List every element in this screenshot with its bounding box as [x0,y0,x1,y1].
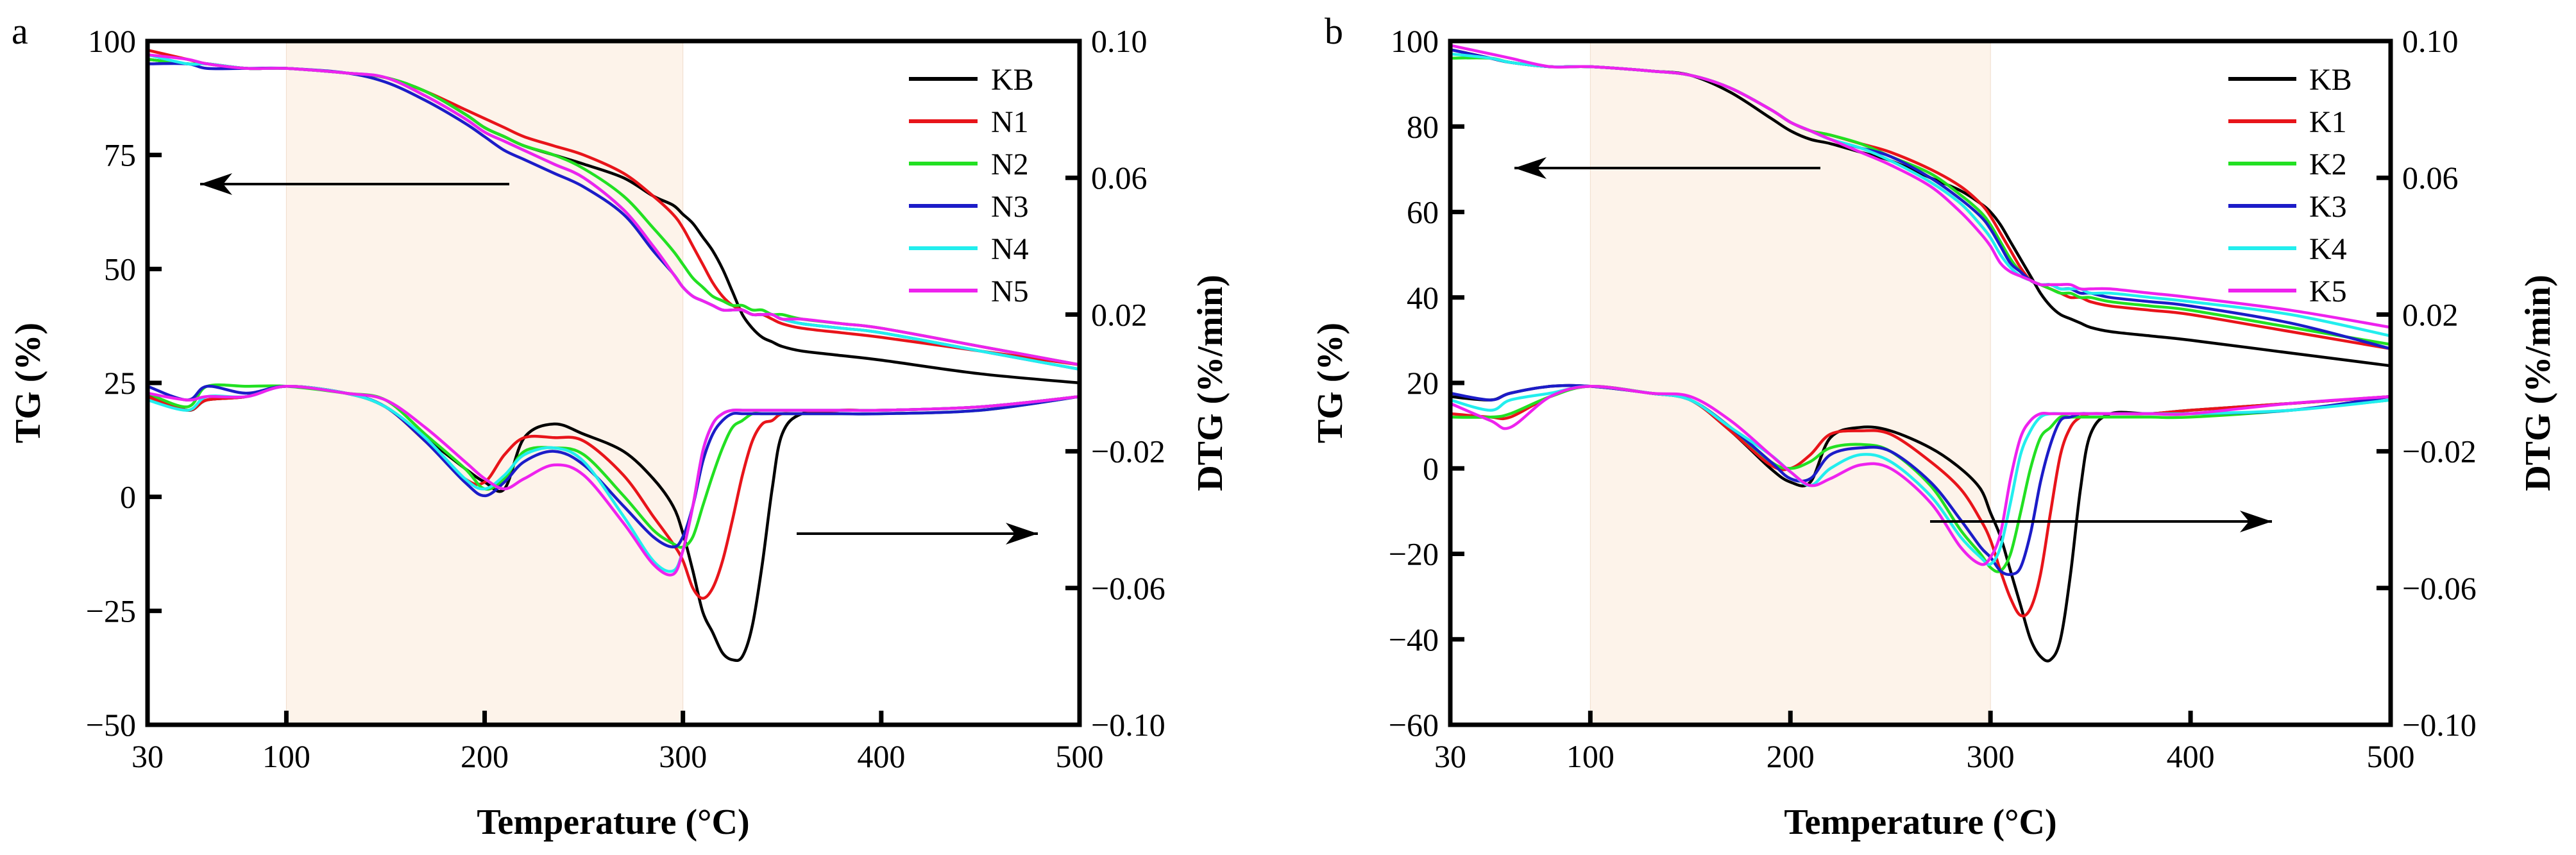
x-tick-label: 200 [461,738,509,774]
x-tick-label: 300 [659,738,707,774]
y2-tick-label: −0.02 [1091,434,1165,470]
legend-label-N1: N1 [991,105,1029,139]
legend-label-N4: N4 [991,232,1029,266]
x-tick-label: 30 [131,738,164,774]
legend-label-K5: K5 [2309,275,2347,309]
y2-tick-label: 0.06 [2402,160,2459,196]
y-tick-label: 100 [1391,23,1439,59]
x-tick-label: 500 [1056,738,1104,774]
y2-tick-label: 0.10 [1091,23,1148,59]
legend-label-N3: N3 [991,190,1029,224]
x-tick-label: 100 [262,738,310,774]
x-tick-label: 500 [2367,738,2415,774]
y2-tick-label: 0.06 [1091,160,1148,196]
dtg-axis-arrow-head [1006,523,1038,545]
y2-tick-label: 0.02 [2402,296,2459,332]
legend-label-N2: N2 [991,148,1029,182]
legend-label-N5: N5 [991,275,1029,309]
shaded-region [1589,40,1991,725]
y-axis-title: TG (%) [8,323,48,443]
legend-label-K3: K3 [2309,190,2347,224]
x-tick-label: 400 [2167,738,2215,774]
x-tick-label: 300 [1967,738,2015,774]
shaded-region [285,40,684,725]
panel-a: a TG (%) DTG (%/min) Temperature (°C) KB… [8,10,1230,842]
y2-tick-label: 0.02 [1091,296,1148,332]
panel-label: a [12,10,28,52]
y2-tick-label: −0.10 [2402,707,2477,743]
y2-tick-label: −0.06 [2402,570,2477,606]
y-tick-label: −25 [86,593,136,629]
x-tick-label: 400 [857,738,905,774]
y2-axis-title: DTG (%/min) [2518,275,2558,491]
y2-tick-label: −0.10 [1091,707,1165,743]
legend-label-KB: KB [991,63,1034,97]
plot-area [1450,40,2391,725]
y-tick-label: 60 [1407,194,1439,230]
x-tick-label: 30 [1434,738,1466,774]
dtg-line-K5 [1450,385,2391,566]
y2-tick-label: −0.02 [2402,434,2477,470]
y-tick-label: 80 [1407,108,1439,144]
y-tick-label: −20 [1389,536,1439,572]
x-tick-label: 200 [1767,738,1815,774]
dtg-axis-arrow-head [2240,511,2272,532]
tg-axis-arrow-head [1514,157,1546,179]
y-tick-label: 100 [88,23,136,59]
panel-b: b TG (%) DTG (%/min) Temperature (°C) KB… [1310,10,2558,842]
y2-axis-title: DTG (%/min) [1191,275,1230,491]
legend-label-K2: K2 [2309,148,2347,182]
x-axis-title: Temperature (°C) [1784,802,2056,842]
y-tick-label: 50 [104,251,136,287]
tg-line-N5 [147,53,1080,366]
legend-label-K1: K1 [2309,105,2347,139]
y-tick-label: −60 [1389,707,1439,743]
y2-tick-label: −0.06 [1091,570,1165,606]
panel-label: b [1325,10,1343,52]
y-tick-label: −50 [86,707,136,743]
y-tick-label: 0 [120,479,136,515]
x-tick-label: 100 [1566,738,1614,774]
y-tick-label: 40 [1407,280,1439,316]
legend-label-K4: K4 [2309,232,2347,266]
tg-line-K5 [1450,44,2391,329]
y-tick-label: −40 [1389,622,1439,657]
legend-label-KB: KB [2309,63,2352,97]
y-tick-label: 25 [104,365,136,401]
y-tick-label: 0 [1423,450,1439,486]
y-axis-title: TG (%) [1310,323,1350,443]
y-tick-label: 75 [104,137,136,173]
y-tick-label: 20 [1407,365,1439,401]
y2-tick-label: 0.10 [2402,23,2459,59]
x-axis-title: Temperature (°C) [477,802,749,842]
plot-area [147,40,1080,725]
dtg-line-N5 [147,385,1080,577]
tg-axis-arrow-head [200,173,232,195]
